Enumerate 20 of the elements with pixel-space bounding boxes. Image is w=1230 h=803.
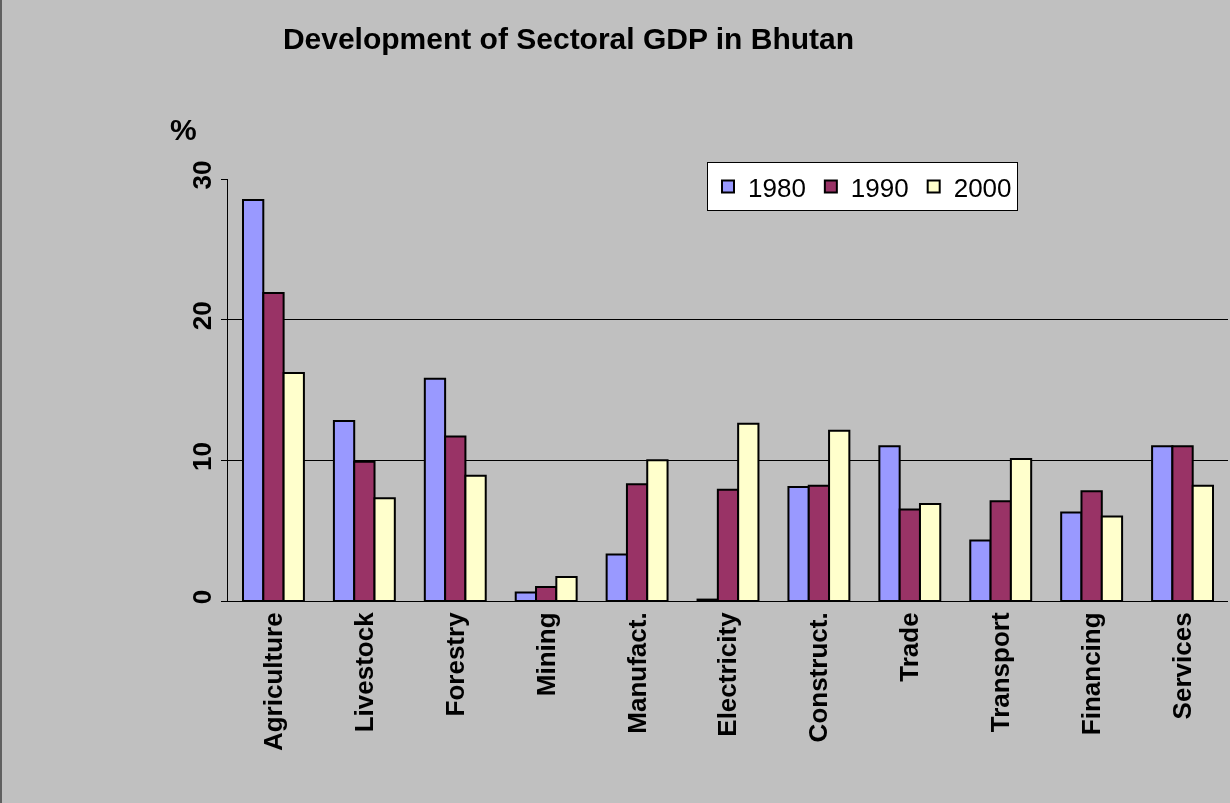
x-tick-label: Electricity bbox=[712, 611, 743, 737]
x-tick-label: Transport bbox=[985, 612, 1016, 733]
x-tick-label: Services bbox=[1167, 612, 1197, 720]
y-tick-label: 10 bbox=[186, 441, 217, 471]
x-tick-label: Livestock bbox=[348, 611, 379, 733]
legend-label: 2000 bbox=[953, 172, 1012, 203]
x-tick-label: Forestry bbox=[439, 611, 470, 717]
x-tick-label: Agriculture bbox=[257, 612, 288, 752]
y-tick-label: 20 bbox=[186, 301, 217, 331]
x-tick-label: Construct. bbox=[803, 612, 834, 743]
chart-title: Development of Sectoral GDP in Bhutan bbox=[282, 22, 855, 56]
legend-label: 1980 bbox=[748, 172, 806, 203]
y-axis-title: % bbox=[170, 113, 197, 146]
x-tick-label: Trade bbox=[894, 612, 925, 682]
x-tick-label: Financing bbox=[1076, 612, 1107, 736]
y-tick-label: 30 bbox=[186, 160, 217, 190]
x-tick-label: Manufact. bbox=[621, 612, 652, 734]
x-tick-label: Mining bbox=[530, 612, 561, 697]
legend-label: 1990 bbox=[850, 172, 909, 203]
y-tick-label: 0 bbox=[186, 589, 217, 605]
